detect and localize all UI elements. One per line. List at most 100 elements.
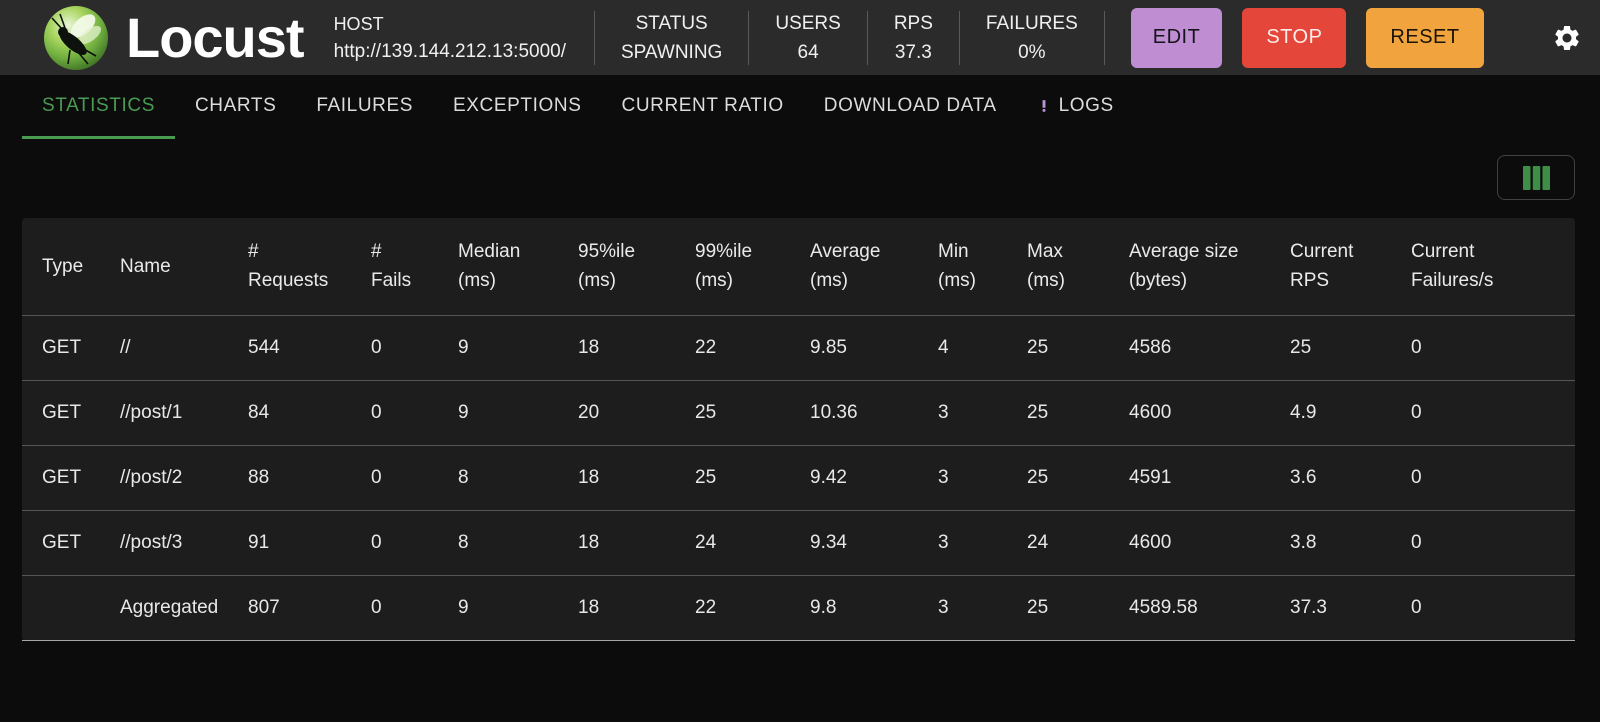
table-cell: 91 — [248, 509, 371, 575]
column-header-median-ms[interactable]: Median (ms) — [458, 218, 578, 316]
table-row: GET//post/1 84 0 9 20 25 10.36 3 25 4600 4.9 0 — [22, 379, 1575, 445]
table-cell: 18 — [578, 574, 695, 641]
table-cell: 9 — [458, 379, 578, 445]
table-cell: 0 — [371, 574, 458, 641]
column-header-current-rps[interactable]: Current RPS — [1290, 218, 1411, 316]
table-cell: //post/1 — [120, 379, 248, 445]
tab-failures[interactable]: FAILURES — [296, 75, 433, 139]
column-header-p95-ms[interactable]: 95%ile (ms) — [578, 218, 695, 316]
table-cell: 88 — [248, 444, 371, 510]
column-header-requests[interactable]: # Requests — [248, 218, 371, 316]
statistics-table-container: Type Name # Requests # Fails Median (ms) 95%ile(… — [22, 218, 1575, 641]
table-cell: 544 — [248, 336, 280, 358]
table-cell: 0 — [1411, 509, 1575, 575]
column-header-max-ms[interactable]: Max (ms) — [1027, 218, 1129, 316]
divider — [748, 10, 750, 65]
table-cell: GET — [22, 444, 120, 510]
stop-button[interactable]: STOP — [1242, 7, 1347, 68]
table-cell: 8 — [458, 444, 578, 510]
table-cell: GET — [42, 336, 82, 358]
table-cell: 0 — [1411, 379, 1575, 445]
table-cell: 4600 — [1129, 509, 1290, 575]
status-value: SPAWNING — [621, 41, 723, 63]
table-cell: 0 — [1411, 336, 1422, 358]
table-cell: 25 — [1027, 444, 1129, 510]
table-cell: 18 — [578, 509, 695, 575]
table-cell: 9 — [458, 574, 578, 641]
tab-label: CHARTS — [194, 94, 277, 116]
host-url: http://139.144.212.13:5000/ — [333, 40, 566, 62]
table-cell: 18 — [578, 336, 600, 358]
table-row: GET // 544 0 9 18 22 9.85 4 25 4586 25 0 — [22, 315, 1575, 380]
tab-statistics[interactable]: STATISTICS — [22, 75, 175, 139]
column-header-current-failures[interactable]: Current Failures/s — [1411, 218, 1575, 316]
table-cell: 25 — [695, 444, 810, 510]
table-cell: 4 — [938, 336, 949, 358]
table-cell: 4591 — [1129, 444, 1290, 510]
column-header-average-size-bytes[interactable]: Average size (bytes) — [1129, 218, 1290, 316]
column-header-fails[interactable]: # Fails — [371, 218, 458, 316]
table-cell: 0 — [1411, 574, 1575, 641]
column-header-name[interactable]: Name — [120, 218, 248, 316]
tab-download-data[interactable]: DOWNLOAD DATA — [804, 75, 1017, 139]
table-cell: 0 — [371, 379, 458, 445]
top-bar: Locust HOST http://139.144.212.13:5000/ … — [0, 0, 1600, 75]
host-block: HOST http://139.144.212.13:5000/ — [320, 10, 594, 66]
tab-logs[interactable]: LOGS — [1017, 75, 1134, 139]
app-title: Locust — [126, 5, 305, 69]
statistics-table: Type Name # Requests # Fails Median (ms) 95%ile(… — [22, 218, 1575, 641]
table-cell: 22 — [695, 336, 717, 358]
table-header-row: Type Name # Requests # Fails Median (ms) 95%ile(… — [22, 218, 1575, 316]
table-cell: 25 — [1027, 379, 1129, 445]
table-cell: 3 — [938, 509, 1027, 575]
table-cell: 37.3 — [1290, 574, 1411, 641]
column-header-p99-ms[interactable]: 99%ile (ms) — [695, 218, 810, 316]
table-cell: 9.34 — [810, 509, 938, 575]
stat-users: USERS 64 — [749, 9, 866, 67]
tab-charts[interactable]: CHARTS — [175, 75, 296, 139]
divider — [594, 10, 595, 65]
table-cell: 9.42 — [810, 444, 938, 510]
failures-label: FAILURES — [985, 12, 1078, 34]
table-cell: 25 — [1027, 336, 1049, 358]
table-row-aggregated: Aggregated 807 0 9 18 22 9.8 3 25 4589.58 37.3 0 — [22, 574, 1575, 641]
column-header-type[interactable]: Type — [22, 218, 120, 316]
column-header-average-ms[interactable]: Average (ms) — [810, 218, 938, 316]
tab-label: STATISTICS — [42, 94, 155, 116]
table-cell: 4589.58 — [1129, 574, 1290, 641]
table-cell: Aggregated — [120, 574, 248, 641]
table-cell: 0 — [371, 336, 382, 358]
main-tabs: STATISTICS CHARTS FAILURES EXCEPTIONS CU… — [0, 75, 1600, 139]
table-body: GET//544 0 9 18 22 9.85 4 25 4586 25 0 GET//post/1 8… — [22, 315, 1575, 641]
table-cell: //post/2 — [120, 444, 248, 510]
tab-exceptions[interactable]: EXCEPTIONS — [433, 75, 601, 139]
column-header-min-ms[interactable]: Min (ms) — [938, 218, 1027, 316]
tab-current-ratio[interactable]: CURRENT RATIO — [602, 75, 804, 139]
reset-button[interactable]: RESET — [1366, 7, 1484, 68]
tab-label: DOWNLOAD DATA — [823, 94, 997, 116]
users-label: USERS — [775, 12, 841, 34]
table-cell: 4600 — [1129, 379, 1290, 445]
table-cell: 3 — [938, 379, 1027, 445]
stat-rps: RPS 37.3 — [868, 9, 959, 67]
divider — [866, 10, 868, 65]
edit-button[interactable]: EDIT — [1130, 7, 1223, 68]
locust-bug-icon — [51, 13, 102, 65]
table-cell: 84 — [248, 379, 371, 445]
host-label: HOST — [333, 13, 384, 34]
status-label: STATUS — [635, 12, 708, 34]
tab-label: LOGS — [1058, 94, 1114, 116]
table-cell: 25 — [695, 379, 810, 445]
table-cell: 3 — [938, 574, 1027, 641]
column-selector-button[interactable] — [1497, 155, 1575, 200]
table-cell: 20 — [578, 379, 695, 445]
settings-button[interactable] — [1550, 21, 1584, 55]
table-cell: 22 — [695, 574, 810, 641]
rps-label: RPS — [893, 12, 933, 34]
gear-icon — [1554, 25, 1579, 50]
table-cell: // — [120, 336, 131, 358]
stat-status: STATUS SPAWNING — [595, 9, 748, 67]
table-cell: 25 — [1290, 336, 1312, 358]
exclamation-icon — [1037, 91, 1051, 121]
table-cell: //post/3 — [120, 509, 248, 575]
